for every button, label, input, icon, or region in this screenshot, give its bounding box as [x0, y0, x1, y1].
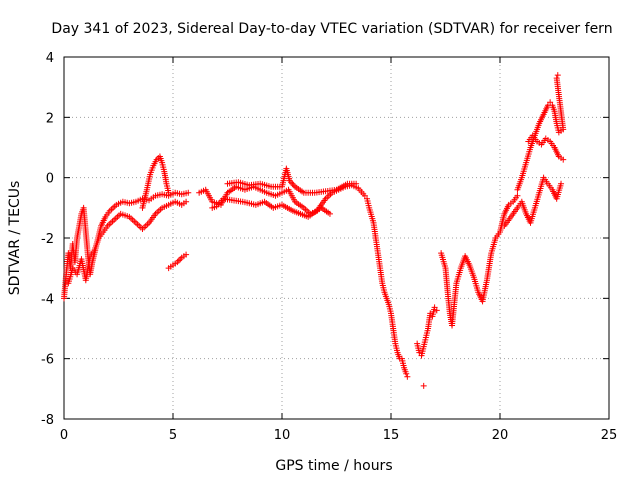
- x-tick-label: 0: [60, 428, 68, 443]
- data-point: [558, 180, 565, 187]
- y-tick-label: 2: [46, 111, 54, 126]
- y-tick-label: -2: [41, 232, 54, 247]
- data-point: [165, 189, 172, 196]
- data-points: [61, 72, 567, 389]
- x-tick-label: 10: [274, 428, 291, 443]
- x-axis-label: GPS time / hours: [275, 458, 392, 474]
- y-tick-label: -4: [41, 292, 54, 307]
- y-tick-label: 4: [46, 51, 54, 66]
- data-point: [554, 72, 561, 79]
- data-point: [427, 310, 434, 317]
- data-point: [553, 75, 560, 82]
- data-point: [326, 210, 333, 217]
- data-point: [175, 257, 182, 264]
- data-point: [433, 307, 440, 314]
- chart-title: Day 341 of 2023, Sidereal Day-to-day VTE…: [51, 21, 612, 37]
- data-point: [431, 304, 438, 311]
- x-tick-label: 25: [601, 428, 618, 443]
- data-point: [403, 370, 410, 377]
- data-point: [183, 198, 190, 205]
- y-tick-label: -6: [41, 353, 54, 368]
- x-tick-label: 15: [383, 428, 400, 443]
- y-axis-label: SDTVAR / TECUs: [7, 181, 23, 296]
- data-point: [404, 373, 411, 380]
- x-tick-label: 20: [492, 428, 509, 443]
- grid-lines: [64, 57, 609, 419]
- data-point: [183, 251, 190, 258]
- data-point: [185, 189, 192, 196]
- data-point: [560, 156, 567, 163]
- data-point: [514, 192, 521, 199]
- data-point: [547, 99, 554, 106]
- data-point: [290, 182, 297, 189]
- data-point: [177, 256, 184, 263]
- data-point: [420, 382, 427, 389]
- data-point: [361, 192, 368, 199]
- axes: [63, 56, 610, 420]
- data-point: [289, 180, 296, 187]
- data-point: [416, 349, 423, 356]
- y-tick-label: -8: [41, 413, 54, 428]
- x-tick-label: 5: [169, 428, 177, 443]
- tick-labels: 0 5 10 15 20 25 -8 -6 -4 -2 0 2 4: [41, 51, 617, 443]
- data-point: [353, 180, 360, 187]
- y-tick-label: 0: [46, 172, 54, 187]
